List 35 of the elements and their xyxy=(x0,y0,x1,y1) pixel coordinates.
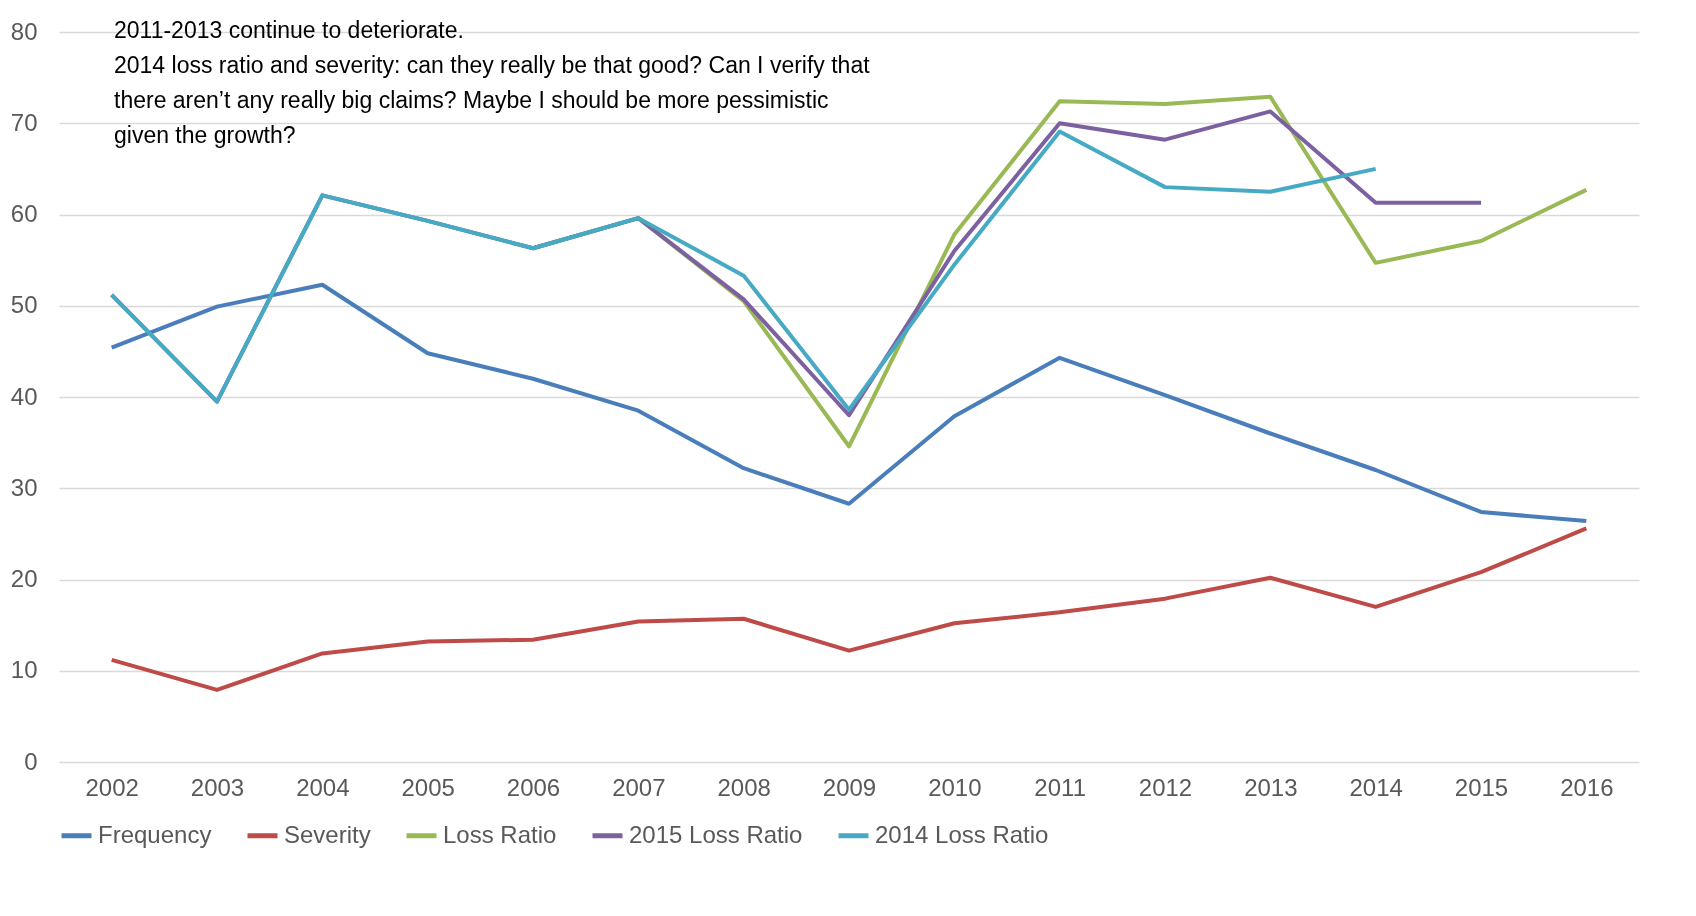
x-tick-label: 2013 xyxy=(1244,773,1298,801)
y-tick-label: 20 xyxy=(10,565,38,592)
x-tick-label: 2008 xyxy=(717,773,771,801)
y-tick-label: 10 xyxy=(10,656,38,684)
x-tick-label: 2015 xyxy=(1454,773,1509,801)
legend-label: Frequency xyxy=(98,820,212,848)
annotation: there aren’t any really big claims? Maybe I should be more pessimistic xyxy=(114,87,829,113)
x-tick-label: 2004 xyxy=(296,773,350,801)
annotation: 2014 loss ratio and severity: can they really be that good? Can I verify that xyxy=(114,52,871,78)
x-tick-label: 2012 xyxy=(1138,773,1193,801)
legend-label: Loss Ratio xyxy=(443,820,557,848)
x-tick-label: 2005 xyxy=(401,773,455,801)
x-tick-label: 2014 xyxy=(1349,773,1403,801)
line-series xyxy=(109,526,1589,692)
y-tick-label: 50 xyxy=(10,291,38,319)
x-tick-label: 2006 xyxy=(506,773,561,801)
legend-label: 2014 Loss Ratio xyxy=(875,820,1049,848)
y-tick-label: 0 xyxy=(24,747,38,775)
x-tick-label: 2010 xyxy=(928,773,982,801)
x-tick-label: 2003 xyxy=(190,773,245,801)
y-tick-label: 70 xyxy=(10,108,38,136)
annotation: given the growth? xyxy=(114,122,296,148)
y-tick-label: 30 xyxy=(10,473,38,501)
x-tick-label: 2009 xyxy=(822,773,877,801)
y-tick-label: 80 xyxy=(10,17,38,45)
x-tick-label: 2011 xyxy=(1034,773,1086,801)
annotation: 2011-2013 continue to deteriorate. xyxy=(114,17,464,43)
x-tick-label: 2016 xyxy=(1560,773,1614,801)
y-tick-label: 40 xyxy=(10,382,38,410)
y-tick-label: 60 xyxy=(10,200,38,227)
line-series xyxy=(109,282,1589,524)
x-tick-label: 2007 xyxy=(612,773,666,801)
legend-label: 2015 Loss Ratio xyxy=(629,820,803,848)
x-tick-label: 2002 xyxy=(85,773,139,801)
legend-label: Severity xyxy=(284,820,371,848)
